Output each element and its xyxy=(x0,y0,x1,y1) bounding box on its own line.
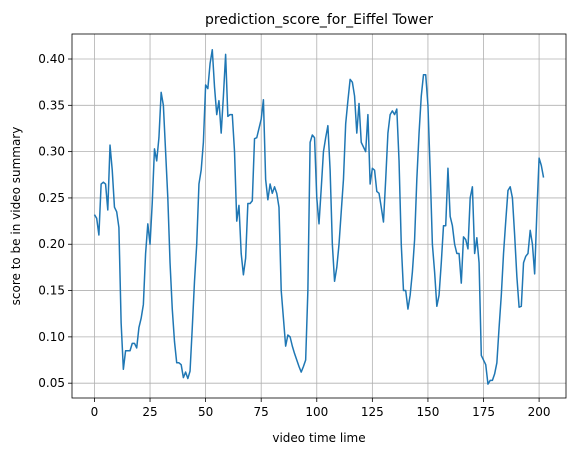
x-tick-label: 25 xyxy=(142,405,157,419)
y-tick-label: 0.25 xyxy=(38,191,65,205)
x-tick-label: 125 xyxy=(361,405,384,419)
y-tick-label: 0.05 xyxy=(38,376,65,390)
x-tick-label: 200 xyxy=(528,405,551,419)
y-tick-label: 0.15 xyxy=(38,284,65,298)
y-tick-label: 0.30 xyxy=(38,145,65,159)
x-tick-label: 0 xyxy=(91,405,99,419)
plot-frame xyxy=(71,33,567,399)
x-tick-label: 100 xyxy=(305,405,328,419)
y-tick-label: 0.40 xyxy=(38,52,65,66)
y-tick-label: 0.20 xyxy=(38,237,65,251)
y-tick-label: 0.35 xyxy=(38,98,65,112)
x-tick-label: 75 xyxy=(254,405,269,419)
line-series xyxy=(93,49,545,385)
x-tick-label: 150 xyxy=(416,405,439,419)
x-tick-label: 175 xyxy=(472,405,495,419)
x-axis-label: video time lime xyxy=(272,431,365,445)
chart-title: prediction_score_for_Eiffel Tower xyxy=(205,12,433,28)
x-tick-label: 50 xyxy=(198,405,213,419)
y-tick-label: 0.10 xyxy=(38,330,65,344)
y-axis-label: score to be in video summary xyxy=(9,127,23,306)
